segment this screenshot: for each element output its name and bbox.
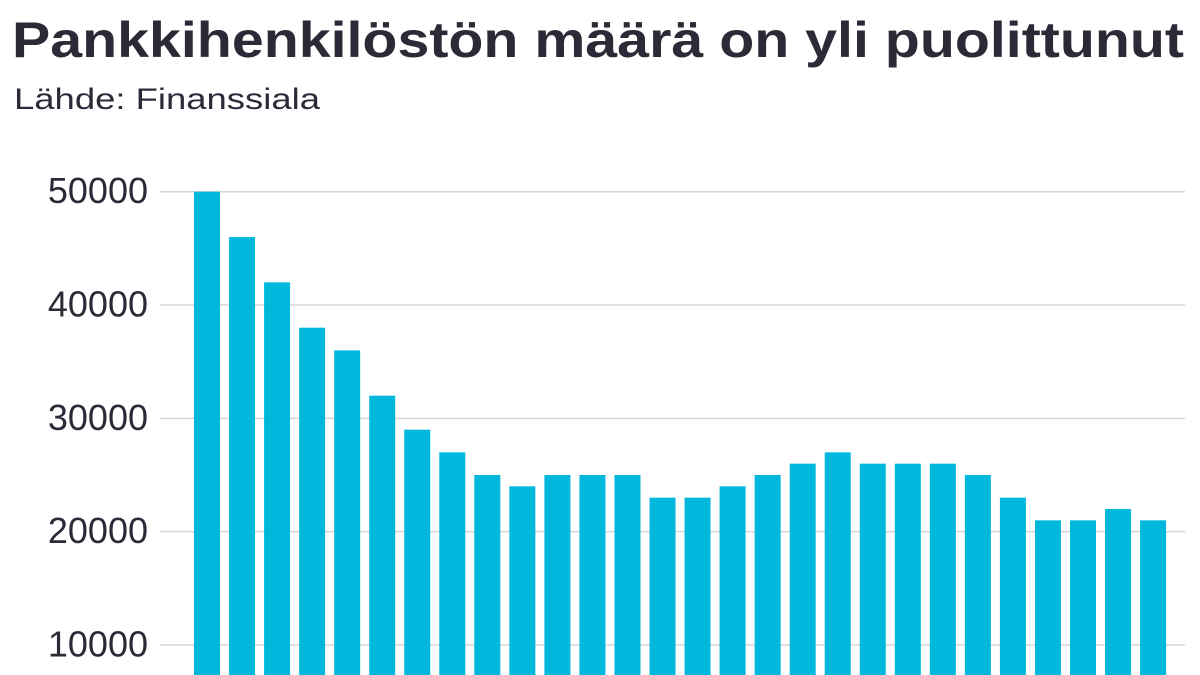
bar: [614, 475, 641, 675]
bar: [439, 452, 466, 675]
bar: [929, 463, 956, 675]
bar: [299, 327, 326, 675]
bar: [719, 486, 746, 675]
bar: [509, 486, 536, 675]
bar: [754, 475, 781, 675]
bar: [264, 282, 291, 675]
bar: [474, 475, 501, 675]
bar: [859, 463, 886, 675]
bar: [1105, 508, 1132, 675]
y-tick-label: 10000: [48, 623, 148, 664]
bar: [1140, 520, 1167, 675]
bar: [334, 350, 361, 675]
y-tick-label: 40000: [48, 284, 148, 325]
bar: [649, 497, 676, 675]
bar: [999, 497, 1026, 675]
bar: [1070, 520, 1096, 675]
bar: [229, 237, 256, 675]
bar: [404, 429, 431, 675]
bar: [824, 452, 851, 675]
y-tick-label: 50000: [48, 170, 148, 211]
chart-title: Pankkihenkilöstön määrä on yli puolittun…: [12, 12, 1184, 68]
y-tick-label: 30000: [48, 397, 148, 438]
bar: [684, 497, 711, 675]
bar: [894, 463, 921, 675]
bar: [1034, 520, 1061, 675]
bar: [579, 475, 606, 675]
y-tick-label: 20000: [48, 510, 148, 551]
bar: [964, 475, 991, 675]
bar: [544, 475, 571, 675]
bar: [369, 395, 396, 675]
chart-subtitle: Lähde: Finanssiala: [14, 83, 320, 116]
bar: [789, 463, 816, 675]
bar: [194, 191, 220, 675]
